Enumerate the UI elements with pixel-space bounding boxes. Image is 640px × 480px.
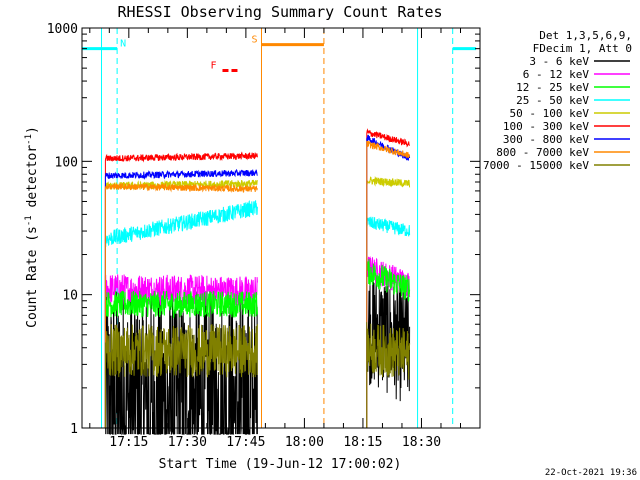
legend-label-2: 6 - 12 keV [523, 68, 590, 81]
flag-label-n: N [120, 39, 126, 50]
chart-title: RHESSI Observing Summary Count Rates [117, 3, 442, 21]
y-axis-label-mid: detector [25, 145, 40, 216]
x-tick-label-17:15: 17:15 [109, 435, 148, 450]
legend-label-3: 12 - 25 keV [516, 81, 589, 94]
series-9-segment-1 [104, 324, 258, 428]
series-6-segment-2 [366, 128, 411, 428]
series-800-7000-kev [104, 140, 411, 428]
y-tick-label-100: 100 [55, 155, 78, 170]
series-4-segment-1 [104, 200, 258, 428]
legend-label-5: 50 - 100 keV [510, 107, 590, 120]
series-5-segment-2 [366, 176, 411, 428]
legend-label-7: 300 - 800 keV [503, 133, 589, 146]
timestamp: 22-Oct-2021 19:36 [545, 468, 637, 478]
series-12-25-kev [104, 259, 411, 428]
legend-label-1: 3 - 6 keV [529, 55, 589, 68]
flag-label-f: F [210, 61, 216, 72]
legend-label-8: 800 - 7000 keV [496, 146, 589, 159]
series-25-50-kev [104, 200, 411, 428]
series-3-segment-2 [366, 259, 411, 428]
flag-label-s: S [251, 35, 257, 46]
plot-frame [81, 27, 481, 429]
y-axis-label: Count Rate (s-1 detector-1) [24, 126, 40, 328]
legend-header-1: Det 1,3,5,6,9, [539, 29, 632, 42]
legend-label-9: 7000 - 15000 keV [483, 159, 589, 172]
legend: Det 1,3,5,6,9,FDecim 1, Att 03 - 6 keV6 … [483, 29, 632, 172]
series-2-segment-1 [104, 274, 258, 428]
axes: 1 10 100 1000 17:15 17:30 17:45 18:00 18:15 18:30 [47, 22, 481, 450]
y-tick-label-10: 10 [62, 289, 78, 304]
y-tick-label-1: 1 [70, 422, 78, 437]
plot-area: N S F [82, 28, 477, 436]
x-tick-label-18:15: 18:15 [343, 435, 382, 450]
series-7000-15000-kev [104, 322, 411, 428]
series-4-segment-2 [366, 216, 411, 428]
legend-header-2: FDecim 1, Att 0 [533, 42, 632, 55]
series-8-segment-1 [104, 182, 258, 428]
y-axis-label-sup-2: -1 [24, 134, 34, 145]
series-100-300-kev [104, 128, 411, 428]
y-axis-label-end: ) [25, 126, 40, 134]
y-axis-label-sup-1: -1 [24, 215, 34, 226]
series-9-segment-2 [366, 322, 411, 428]
series-3-segment-1 [104, 290, 258, 428]
y-tick-label-1000: 1000 [47, 22, 78, 37]
x-tick-label-17:30: 17:30 [168, 435, 207, 450]
series-6-segment-1 [104, 151, 258, 428]
legend-label-6: 100 - 300 keV [503, 120, 589, 133]
y-axis-label-main: Count Rate (s [25, 226, 40, 328]
x-axis-label: Start Time (19-Jun-12 17:00:02) [159, 457, 402, 472]
series-8-segment-2 [366, 140, 411, 428]
legend-label-4: 25 - 50 keV [516, 94, 589, 107]
series-7-segment-1 [104, 168, 258, 428]
x-tick-label-17:45: 17:45 [226, 435, 265, 450]
x-tick-label-18:00: 18:00 [285, 435, 324, 450]
x-tick-label-18:30: 18:30 [402, 435, 441, 450]
